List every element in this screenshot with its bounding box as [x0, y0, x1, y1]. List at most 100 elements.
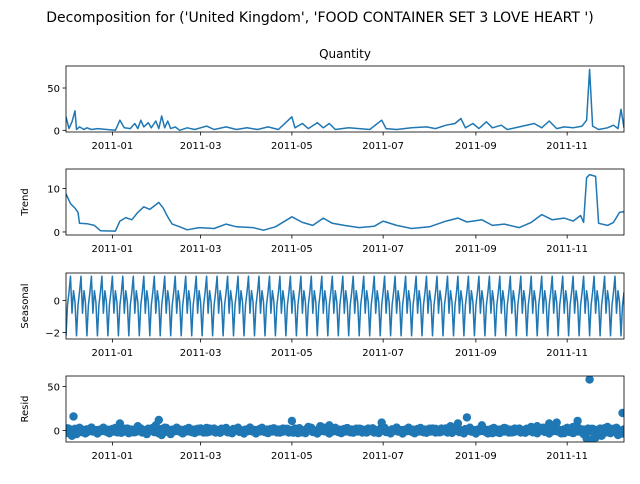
subplot-2: 2011-01 2011-03 2011-05 2011-07 2011-09 2011-… — [20, 168, 625, 255]
resid-point — [293, 429, 303, 438]
y-tick-label: −2 — [45, 329, 60, 340]
resid-point — [69, 412, 78, 421]
resid-point — [133, 422, 142, 431]
resid-point — [325, 421, 334, 430]
x-tick-label: 2011-07 — [362, 141, 404, 152]
series-line — [66, 173, 624, 232]
y-tick-label: 0 — [54, 228, 60, 239]
x-tick-label: 2011-03 — [180, 141, 222, 152]
resid-point — [166, 429, 175, 439]
axes-frame — [65, 168, 625, 236]
resid-point — [488, 429, 497, 438]
x-tick-label: 2011-01 — [91, 141, 133, 152]
x-tick-label: 2011-07 — [362, 244, 404, 255]
resid-point — [66, 424, 74, 433]
resid-point — [142, 429, 151, 439]
series-group — [66, 275, 624, 337]
resid-point — [609, 424, 618, 433]
x-tick-label: 2011-09 — [455, 451, 497, 462]
resid-point — [399, 427, 409, 436]
x-tick-label: 2011-07 — [362, 348, 404, 359]
resid-point — [477, 421, 487, 430]
y-tick-label: 0 — [54, 296, 60, 307]
y-axis-label: Resid — [20, 396, 31, 423]
resid-point — [278, 427, 288, 436]
resid-point — [347, 428, 356, 437]
y-axis-label: Seasonal — [20, 283, 31, 328]
resid-point — [446, 422, 455, 431]
x-tick-label: 2011-09 — [455, 244, 497, 255]
x-tick-label: 2011-11 — [546, 451, 588, 462]
resid-point — [619, 425, 624, 434]
resid-point — [112, 428, 122, 437]
resid-point — [560, 429, 569, 438]
series-line — [66, 68, 624, 132]
x-tick-label: 2011-11 — [546, 244, 588, 255]
resid-point — [72, 429, 81, 439]
x-tick-label: 2011-07 — [362, 451, 404, 462]
resid-point — [462, 413, 472, 422]
x-tick-label: 2011-03 — [180, 244, 222, 255]
x-tick-label: 2011-11 — [546, 141, 588, 152]
subplot-1: 2011-01 2011-03 2011-05 2011-07 2011-09 2011-… — [47, 47, 625, 152]
x-tick-label: 2011-01 — [91, 244, 133, 255]
subplot-title: Quantity — [319, 47, 371, 61]
x-tick-label: 2011-11 — [546, 348, 588, 359]
resid-point — [500, 423, 509, 433]
y-axis-label: Trend — [20, 188, 31, 216]
subplots: 2011-01 2011-03 2011-05 2011-07 2011-09 2011-… — [20, 47, 625, 462]
x-tick-label: 2011-01 — [91, 348, 133, 359]
x-tick-label: 2011-01 — [91, 451, 133, 462]
resid-point — [431, 424, 440, 433]
y-tick-label: 0 — [54, 126, 60, 137]
resid-point — [316, 422, 325, 431]
resid-point — [453, 419, 463, 428]
resid-point — [287, 416, 297, 426]
resid-point — [154, 415, 163, 425]
y-tick-label: 0 — [54, 427, 60, 438]
resid-point — [256, 424, 265, 433]
figure-title: Decomposition for ('United Kingdom', 'FO… — [46, 10, 593, 26]
x-tick-label: 2011-05 — [271, 348, 313, 359]
y-tick-label: 50 — [47, 84, 60, 95]
resid-point — [115, 419, 125, 428]
axes-frame — [65, 272, 625, 340]
x-tick-label: 2011-05 — [271, 451, 313, 462]
resid-point — [618, 408, 624, 418]
axes-frame — [65, 375, 625, 443]
resid-point — [175, 425, 184, 434]
resid-point — [573, 416, 582, 426]
subplot-3: 2011-01 2011-03 2011-05 2011-07 2011-09 2011-… — [20, 272, 625, 359]
series-group — [66, 173, 624, 232]
x-tick-label: 2011-05 — [271, 244, 313, 255]
resid-point — [533, 422, 542, 431]
resid-point — [568, 422, 578, 432]
resid-point — [597, 431, 606, 440]
x-tick-label: 2011-03 — [180, 348, 222, 359]
y-tick-label: 10 — [47, 185, 60, 196]
x-tick-label: 2011-03 — [180, 451, 222, 462]
y-tick-label: 50 — [47, 383, 60, 394]
resid-point — [552, 418, 561, 427]
x-tick-label: 2011-09 — [455, 348, 497, 359]
series-line — [66, 275, 624, 337]
resid-point — [162, 423, 171, 433]
resid-point — [224, 428, 234, 437]
resid-point — [377, 418, 386, 427]
x-tick-label: 2011-05 — [271, 141, 313, 152]
series-group — [66, 376, 624, 442]
resid-point — [82, 428, 92, 437]
resid-point — [124, 429, 133, 438]
series-group — [66, 68, 624, 132]
x-tick-label: 2011-09 — [455, 141, 497, 152]
subplot-4: 2011-01 2011-03 2011-05 2011-07 2011-09 2011-… — [20, 375, 625, 462]
resid-point — [304, 422, 313, 432]
resid-point — [613, 430, 623, 440]
resid-point — [157, 430, 166, 440]
resid-point — [545, 419, 554, 428]
resid-point — [585, 376, 594, 384]
resid-point — [202, 423, 211, 433]
resid-point — [90, 426, 99, 435]
